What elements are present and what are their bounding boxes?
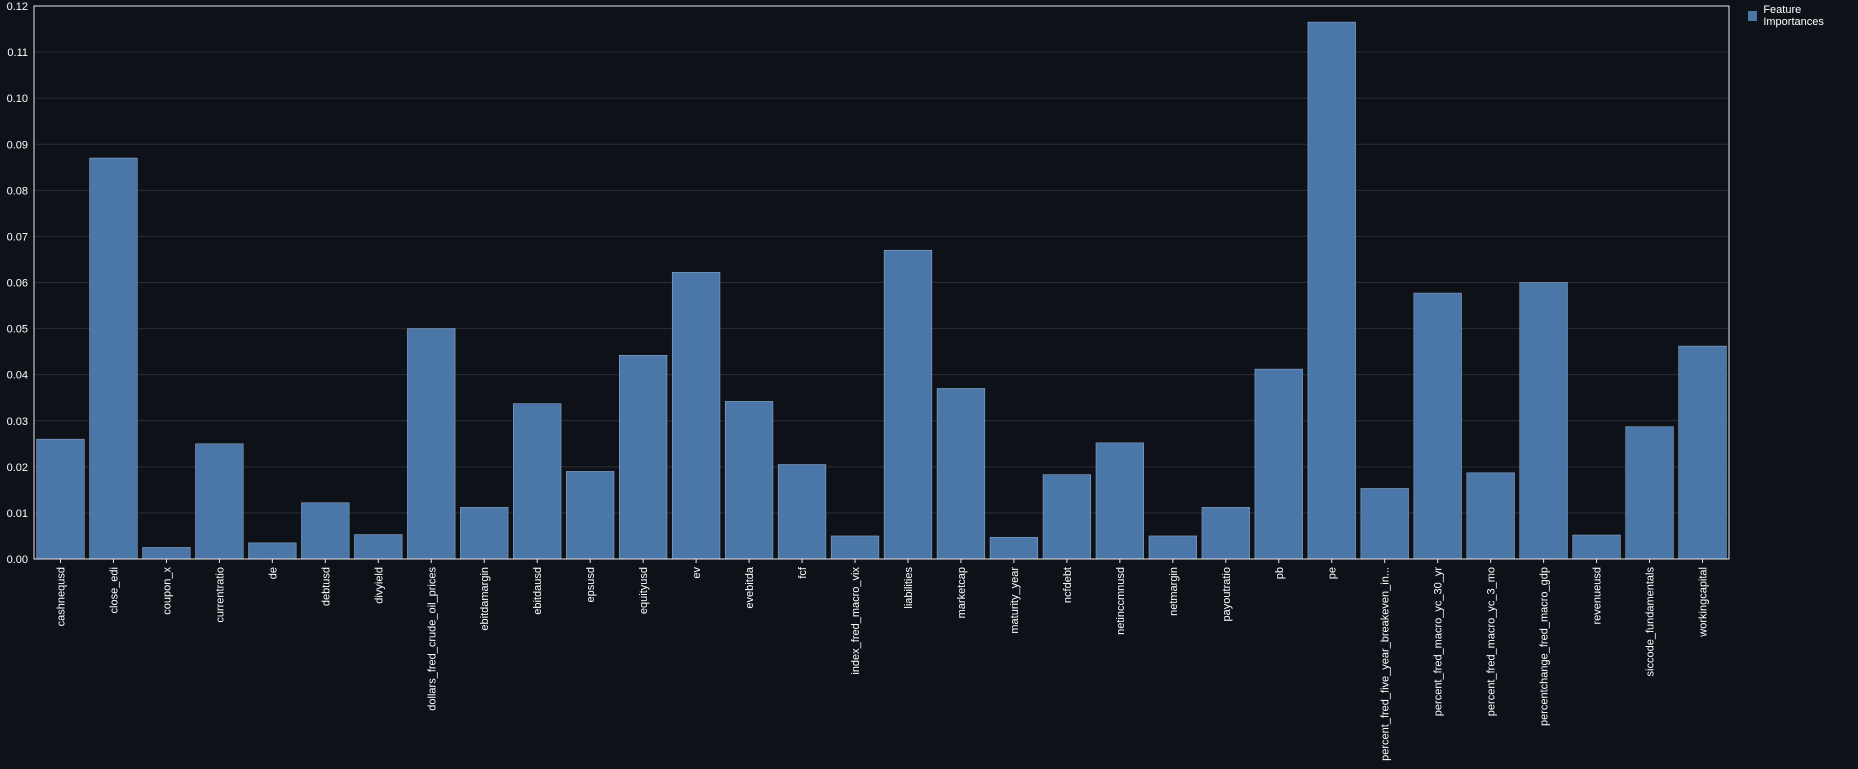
- y-tick-label: 0.03: [7, 416, 28, 428]
- x-tick-label: ev: [691, 567, 703, 579]
- bar: [36, 438, 85, 560]
- bar: [354, 534, 403, 560]
- bar: [460, 507, 509, 560]
- bar: [89, 157, 138, 560]
- x-tick-label: workingcapital: [1698, 567, 1710, 638]
- y-tick-label: 0.12: [7, 1, 28, 13]
- bar: [1360, 488, 1409, 560]
- bar: [619, 355, 668, 560]
- x-tick-label: revenueusd: [1592, 567, 1604, 625]
- bar: [407, 328, 456, 560]
- y-tick-label: 0.06: [7, 278, 28, 290]
- x-tick-label: percent_fred_macro_yc_30_yr: [1433, 567, 1445, 717]
- y-tick-label: 0.08: [7, 185, 28, 197]
- bar: [1095, 442, 1144, 560]
- bar: [1307, 21, 1356, 560]
- bar: [513, 403, 562, 560]
- x-tick-label: liabilities: [903, 567, 915, 609]
- x-tick-label: pb: [1274, 567, 1286, 579]
- legend[interactable]: Feature Importances: [1748, 4, 1858, 28]
- x-tick-label: percent_fred_five_year_breakeven_in...: [1380, 567, 1392, 761]
- bar: [1625, 426, 1674, 560]
- y-tick-label: 0.05: [7, 324, 28, 336]
- bar: [1254, 368, 1303, 560]
- bar: [301, 502, 350, 560]
- x-tick-label: epsusd: [585, 567, 597, 602]
- bar: [1201, 507, 1250, 560]
- y-tick-label: 0.00: [7, 554, 28, 566]
- x-tick-label: ebitdausd: [532, 567, 544, 615]
- plot-frame: [33, 5, 1730, 560]
- x-tick-label: fcf: [797, 566, 809, 579]
- x-tick-label: divyield: [373, 567, 385, 604]
- x-tick-label: evebitda: [744, 566, 756, 608]
- legend-label: Feature Importances: [1763, 4, 1824, 28]
- y-tick-label: 0.07: [7, 231, 28, 243]
- x-tick-label: equityusd: [638, 567, 650, 614]
- x-tick-label: dollars_fred_crude_oil_prices: [426, 567, 438, 711]
- x-tick-label: close_edi: [108, 567, 120, 613]
- legend-swatch: [1748, 11, 1758, 21]
- bar: [936, 388, 986, 560]
- y-tick-label: 0.02: [7, 462, 28, 474]
- x-tick-label: marketcap: [956, 567, 968, 618]
- bar: [1678, 345, 1727, 560]
- x-tick-label: cashnequsd: [55, 567, 67, 626]
- x-tick-label: payoutratio: [1221, 567, 1233, 621]
- x-tick-label: pe: [1327, 567, 1339, 579]
- bar: [195, 443, 244, 560]
- y-tick-label: 0.11: [7, 47, 28, 59]
- bar: [989, 537, 1039, 560]
- y-tick-label: 0.01: [7, 508, 28, 520]
- x-tick-label: maturity_year: [1009, 567, 1021, 634]
- bar: [248, 542, 297, 560]
- x-tick-label: debtusd: [320, 567, 332, 606]
- bar: [1466, 472, 1515, 560]
- x-tick-label: netinccmnusd: [1115, 567, 1127, 635]
- x-tick-label: percent_fred_macro_yc_3_mo: [1486, 567, 1498, 716]
- x-tick-label: ebitdamargin: [479, 567, 491, 631]
- bar: [883, 249, 933, 560]
- x-tick-label: netmargin: [1168, 567, 1180, 616]
- x-tick-label: coupon_x: [161, 567, 173, 615]
- x-tick-label: index_fred_macro_vix: [850, 567, 862, 675]
- x-tick-label: ncfdebt: [1062, 567, 1074, 603]
- x-tick-label: siccode_fundamentals: [1645, 567, 1657, 677]
- bar: [1042, 474, 1092, 560]
- bar: [142, 547, 191, 560]
- x-tick-label: percentchange_fred_macro_gdp: [1539, 567, 1551, 726]
- x-tick-label: de: [267, 567, 279, 579]
- x-tick-label: currentratio: [214, 567, 226, 623]
- bar: [724, 401, 774, 560]
- bar: [777, 464, 827, 560]
- bar: [1148, 535, 1197, 560]
- bar: [1519, 282, 1568, 560]
- y-tick-label: 0.04: [7, 370, 28, 382]
- y-tick-label: 0.10: [7, 93, 28, 105]
- y-tick-label: 0.09: [7, 139, 28, 151]
- bar: [830, 535, 880, 560]
- bar: [1572, 534, 1621, 560]
- bar: [566, 471, 615, 560]
- bar: [1413, 292, 1462, 560]
- bar: [671, 272, 721, 560]
